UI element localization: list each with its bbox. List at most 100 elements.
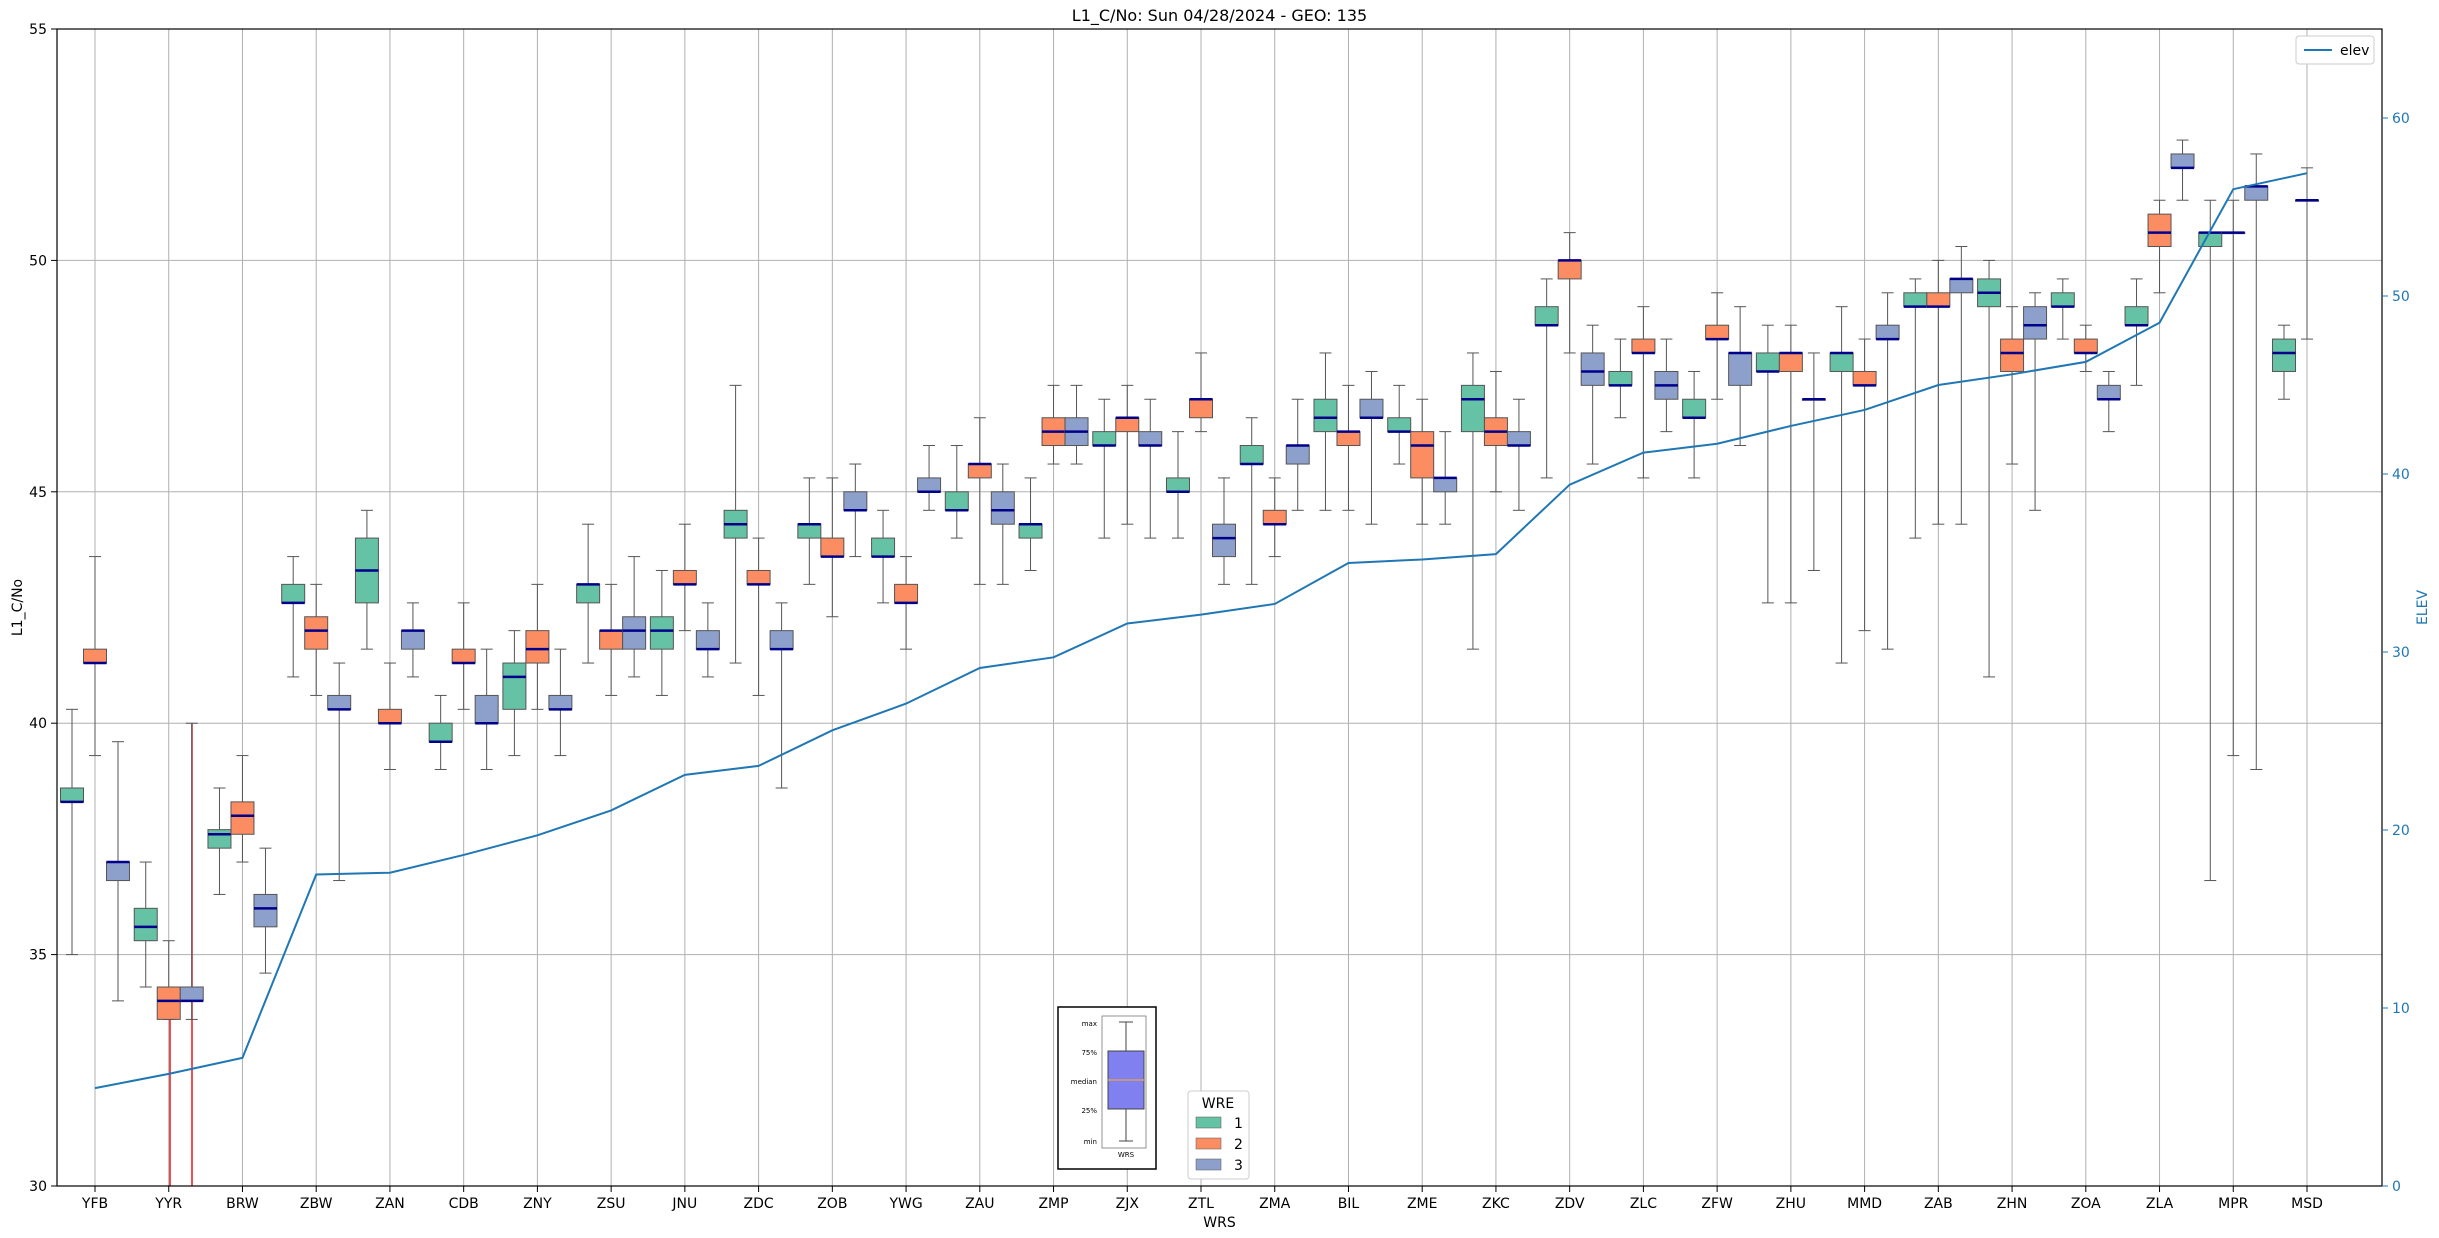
box-2-ZJX	[1115, 384, 1140, 525]
box-2-ZHN	[2000, 306, 2025, 465]
chart-title: L1_C/No: Sun 04/28/2024 - GEO: 135	[1072, 6, 1367, 26]
box-iqr	[1875, 324, 1900, 340]
box-iqr	[327, 694, 352, 710]
y2-tick-label: 40	[2392, 467, 2410, 483]
box-iqr	[820, 537, 845, 558]
box-iqr	[2073, 338, 2098, 354]
box-3-ZLC	[1654, 338, 1679, 433]
y2-axis-label: ELEV	[2415, 590, 2431, 625]
legend-label-elev: elev	[2340, 43, 2369, 59]
x-tick-label: ZTL	[1188, 1196, 1214, 1212]
box-iqr	[133, 907, 158, 942]
box-1-YWG	[871, 509, 896, 604]
box-2-ZTL	[1189, 352, 1213, 433]
x-tick-label: YWG	[888, 1196, 922, 1212]
box-2-ZLC	[1631, 306, 1656, 479]
box-2-YWG	[894, 556, 919, 650]
box-iqr	[1829, 352, 1854, 372]
box-1-ZKC	[1460, 352, 1485, 650]
box-iqr	[1608, 370, 1633, 386]
box-2-ZOB	[820, 477, 845, 618]
plot-frame	[56, 28, 2383, 1187]
inset-label: min	[1084, 1138, 1097, 1146]
box-iqr	[2096, 384, 2121, 400]
x-tick-label: ZAB	[1924, 1196, 1953, 1212]
box-2-ZME	[1410, 398, 1435, 525]
x-tick-label: YYR	[154, 1196, 182, 1212]
box-iqr	[944, 491, 969, 511]
box-1-ZSU	[576, 523, 601, 664]
x-tick-label: ZNY	[523, 1196, 552, 1212]
box-2-ZKC	[1483, 370, 1508, 493]
box-1-ZLA	[2124, 278, 2149, 386]
box-iqr	[1557, 259, 1582, 280]
box-iqr	[2244, 185, 2269, 201]
box-iqr	[253, 893, 278, 928]
x-tick-label: MMD	[1847, 1196, 1882, 1212]
box-2-ZDV	[1557, 232, 1582, 354]
box-3-ZTL	[1212, 477, 1236, 585]
legend-swatch-1	[1195, 1116, 1222, 1129]
box-iqr	[695, 630, 720, 650]
x-axis-label: WRS	[1203, 1215, 1236, 1231]
x-tick-label: CDB	[449, 1196, 479, 1212]
box-1-ZME	[1387, 384, 1412, 465]
box-iqr	[1138, 431, 1163, 447]
x-tick-label: ZDC	[744, 1196, 774, 1212]
box-3-ZDV	[1580, 324, 1605, 465]
x-tick-label: ZME	[1407, 1196, 1438, 1212]
box-2-ZAU	[967, 417, 992, 585]
y2-tick-label: 50	[2392, 289, 2410, 305]
x-tick-label: ZMA	[1259, 1196, 1291, 1212]
box-iqr	[2050, 292, 2075, 308]
box-iqr	[1239, 445, 1264, 465]
box-iqr	[1092, 431, 1117, 447]
box-3-ZSU	[622, 556, 647, 678]
box-1-MSD	[2272, 324, 2296, 400]
box-3-YWG	[917, 445, 942, 511]
box-1-YYR	[133, 861, 158, 988]
x-tick-label: ZHN	[1997, 1196, 2028, 1212]
x-tick-label: ZLA	[2146, 1196, 2174, 1212]
box-3-ZNY	[548, 648, 573, 757]
box-iqr	[871, 537, 896, 558]
box-1-ZNY	[502, 630, 527, 757]
box-iqr	[1285, 445, 1310, 465]
x-tick-label: ZDV	[1555, 1196, 1585, 1212]
box-3-YFB	[106, 741, 130, 1002]
gridlines	[57, 28, 2382, 1187]
box-iqr	[304, 616, 329, 650]
box-iqr	[797, 523, 822, 539]
box-2-MPR	[2221, 199, 2246, 757]
box-iqr	[1189, 398, 1213, 419]
box-2-ZSU	[599, 583, 624, 696]
box-1-ZAB	[1903, 278, 1928, 539]
box-iqr	[428, 722, 453, 743]
legend-label-3: 3	[1234, 1158, 1243, 1174]
box-iqr	[1631, 338, 1656, 354]
box-1-BRW	[207, 787, 232, 895]
box-iqr	[1755, 352, 1780, 372]
box-iqr	[990, 491, 1015, 525]
box-1-ZDC	[723, 384, 748, 664]
box-2-ZAB	[1926, 259, 1951, 525]
box-3-ZAU	[990, 463, 1015, 585]
box-iqr	[451, 648, 476, 664]
box-1-ZBW	[281, 556, 306, 678]
box-2-CDB	[451, 602, 476, 710]
box-iqr	[156, 986, 181, 1020]
box-iqr	[1534, 306, 1559, 326]
box-iqr	[2272, 338, 2296, 372]
inset-label: 75%	[1081, 1049, 1097, 1057]
box-iqr	[502, 662, 527, 710]
box-iqr	[377, 708, 402, 724]
box-2-ZOA	[2073, 324, 2098, 372]
x-tick-label: ZMP	[1038, 1196, 1068, 1212]
box-2-BRW	[230, 755, 255, 863]
box-3-ZLA	[2170, 139, 2195, 201]
x-tick-label: ZAU	[965, 1196, 994, 1212]
y2-tick-label: 60	[2392, 111, 2410, 127]
box-iqr	[1387, 417, 1412, 433]
box-1-ZOA	[2050, 278, 2075, 340]
box-iqr	[1728, 352, 1753, 386]
